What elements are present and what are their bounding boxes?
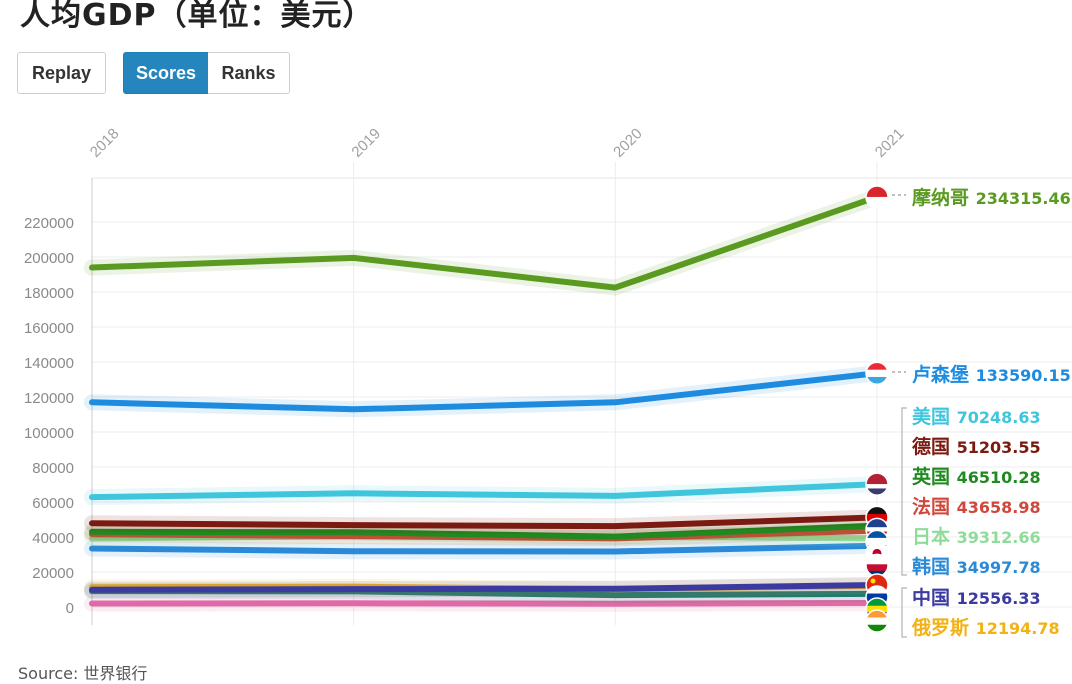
series-line <box>89 582 880 593</box>
series-name: 德国 <box>912 435 957 458</box>
series-line <box>89 514 880 530</box>
x-tick-label: 2019 <box>348 125 384 161</box>
series-name: 日本 <box>912 525 957 548</box>
series-name: 俄罗斯 <box>911 616 976 639</box>
series-value: 234315.46 <box>976 189 1071 208</box>
series-line <box>89 522 880 540</box>
series-line <box>89 542 880 555</box>
flag-icon <box>865 609 889 633</box>
series-value: 12194.78 <box>976 619 1060 638</box>
flag-icon <box>865 472 889 496</box>
x-tick-label: 2021 <box>872 125 908 161</box>
series-layer <box>84 188 885 612</box>
flag-icon <box>865 185 889 209</box>
source-note: Source: 世界银行 <box>18 664 148 683</box>
series-end-label: 卢森堡 133590.15 <box>912 363 1071 386</box>
y-tick-label: 180000 <box>24 285 74 302</box>
series-name: 中国 <box>912 586 957 609</box>
y-tick-label: 0 <box>66 600 74 617</box>
series-name: 摩纳哥 <box>912 186 976 209</box>
series-value: 43658.98 <box>957 498 1041 517</box>
series-end-label: 美国 70248.63 <box>912 405 1041 428</box>
series-line <box>89 193 880 291</box>
series-name: 卢森堡 <box>912 363 976 386</box>
line-chart: 0 20000 40000 60000 80000 100000 120000 140000 1… <box>24 125 1072 639</box>
y-tick-label: 80000 <box>32 460 74 477</box>
series-value: 46510.28 <box>957 468 1041 487</box>
series-value: 70248.63 <box>957 408 1041 427</box>
end-labels-layer: 摩纳哥 234315.46 卢森堡 133590.15 美国 70248.63 德国 … <box>892 186 1071 639</box>
series-name: 法国 <box>912 495 957 518</box>
series-name: 韩国 <box>912 555 957 578</box>
series-line <box>89 600 880 607</box>
series-value: 133590.15 <box>976 366 1071 385</box>
y-tick-label: 140000 <box>24 355 74 372</box>
y-tick-label: 220000 <box>24 215 74 232</box>
series-end-label: 德国 51203.55 <box>912 435 1041 458</box>
series-value: 51203.55 <box>957 438 1041 457</box>
y-axis: 0 20000 40000 60000 80000 100000 120000 140000 1… <box>24 215 74 617</box>
series-end-label: 俄罗斯 12194.78 <box>911 616 1060 639</box>
x-tick-label: 2020 <box>610 125 646 161</box>
series-end-label: 摩纳哥 234315.46 <box>912 186 1071 209</box>
y-tick-label: 200000 <box>24 250 74 267</box>
series-line <box>89 481 880 501</box>
series-value: 39312.66 <box>957 528 1041 547</box>
series-end-label: 中国 12556.33 <box>912 586 1041 609</box>
series-end-label: 英国 46510.28 <box>912 465 1041 488</box>
flag-icon <box>865 361 889 385</box>
label-bracket <box>901 587 907 638</box>
series-name: 美国 <box>912 405 957 428</box>
y-tick-label: 160000 <box>24 320 74 337</box>
flags-layer <box>865 185 889 633</box>
series-value: 34997.78 <box>957 558 1041 577</box>
ranks-tab-button[interactable]: Ranks <box>208 52 290 94</box>
series-end-label: 韩国 34997.78 <box>912 555 1041 578</box>
grid-layer <box>91 162 1072 625</box>
series-line <box>89 370 880 413</box>
label-bracket <box>901 407 907 576</box>
y-tick-label: 100000 <box>24 425 74 442</box>
replay-button[interactable]: Replay <box>17 52 106 94</box>
series-name: 英国 <box>912 465 957 488</box>
y-tick-label: 120000 <box>24 390 74 407</box>
series-end-label: 法国 43658.98 <box>912 495 1041 518</box>
series-end-label: 日本 39312.66 <box>912 525 1041 548</box>
y-tick-label: 60000 <box>32 495 74 512</box>
y-tick-label: 40000 <box>32 530 74 547</box>
x-tick-label: 2018 <box>87 125 123 161</box>
x-axis: 2018 2019 2020 2021 <box>87 125 908 161</box>
y-tick-label: 20000 <box>32 565 74 582</box>
series-value: 12556.33 <box>957 589 1041 608</box>
page-title: 人均GDP（单位：美元） <box>20 0 374 33</box>
